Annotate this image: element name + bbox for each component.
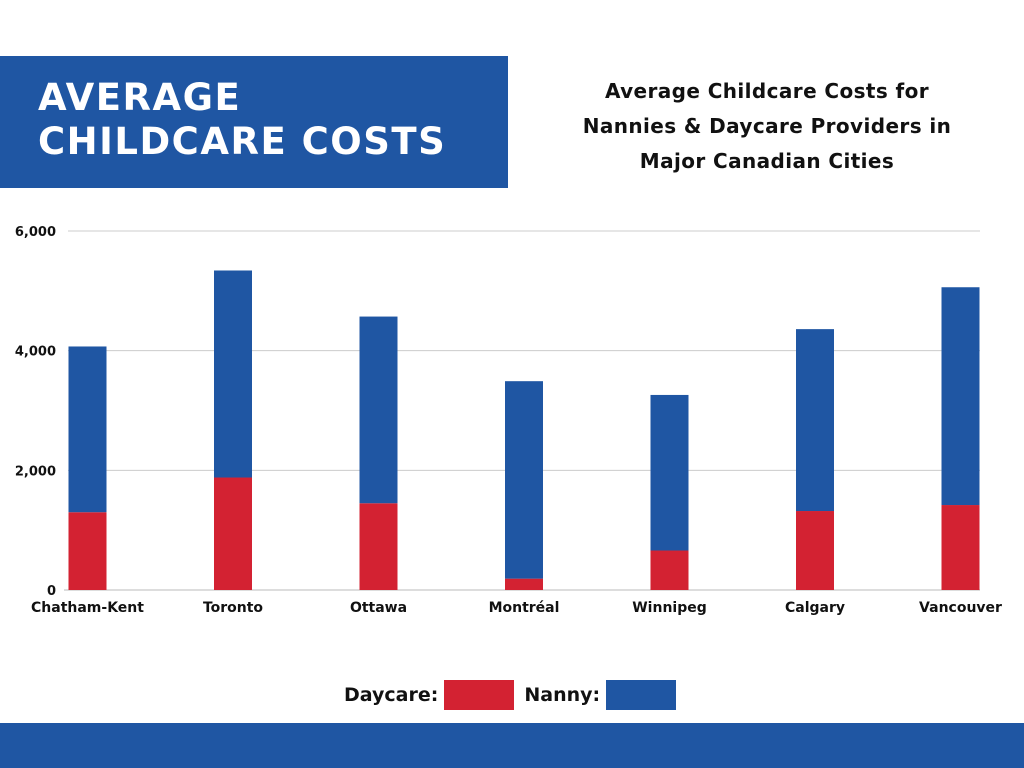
- bar-nanny-4: [650, 394, 689, 551]
- bar-daycare-1: [214, 477, 252, 590]
- bar-daycare-3: [505, 578, 543, 590]
- bars: [68, 270, 980, 590]
- x-category-label: Winnipeg: [632, 600, 707, 616]
- legend-nanny-label: Nanny:: [524, 684, 601, 706]
- y-axis-tick-labels: 0 2,000 4,000 6,000: [15, 225, 56, 599]
- x-category-label: Montréal: [489, 600, 560, 616]
- x-category-label: Calgary: [785, 600, 845, 616]
- legend-daycare-swatch: [444, 680, 515, 710]
- bar-daycare-6: [941, 505, 980, 590]
- x-category-label: Ottawa: [350, 600, 407, 616]
- bar-daycare-0: [68, 512, 107, 590]
- x-category-label: Toronto: [203, 600, 263, 616]
- title-banner: AVERAGE CHILDCARE COSTS: [0, 56, 508, 188]
- bar-nanny-3: [505, 381, 543, 579]
- legend-nanny-swatch: [606, 680, 677, 710]
- chart-subtitle: Average Childcare Costs for Nannies & Da…: [560, 74, 974, 179]
- bar-daycare-5: [796, 511, 834, 590]
- bar-nanny-0: [68, 346, 107, 513]
- bar-daycare-2: [359, 503, 398, 590]
- subtitle-line-3: Major Canadian Cities: [639, 149, 895, 173]
- subtitle-line-1: Average Childcare Costs for: [604, 79, 930, 103]
- bar-nanny-1: [214, 270, 252, 478]
- subtitle-line-2: Nannies & Daycare Providers in: [582, 114, 952, 138]
- bar-nanny-2: [359, 316, 398, 504]
- bar-daycare-4: [650, 550, 689, 590]
- legend: Daycare: Nanny:: [344, 680, 686, 710]
- y-tick-label: 2,000: [15, 464, 56, 479]
- x-axis-category-labels: Chatham-Kent Toronto Ottawa Montréal Winnipe…: [31, 600, 1002, 616]
- title-line-2: CHILDCARE COSTS: [38, 120, 447, 163]
- y-tick-label: 0: [47, 584, 56, 599]
- bar-nanny-6: [941, 287, 980, 506]
- legend-daycare-label: Daycare:: [344, 684, 439, 706]
- bar-nanny-5: [796, 329, 834, 512]
- x-category-label: Vancouver: [919, 600, 1002, 616]
- x-category-label: Chatham-Kent: [31, 600, 144, 616]
- y-tick-label: 4,000: [15, 345, 56, 360]
- stacked-bar-chart: 0 2,000 4,000 6,000 Chatham-Kent Toronto Otta…: [15, 225, 1002, 616]
- y-tick-label: 6,000: [15, 225, 56, 240]
- footer-bar: [0, 723, 1024, 768]
- title-line-1: AVERAGE: [38, 76, 242, 119]
